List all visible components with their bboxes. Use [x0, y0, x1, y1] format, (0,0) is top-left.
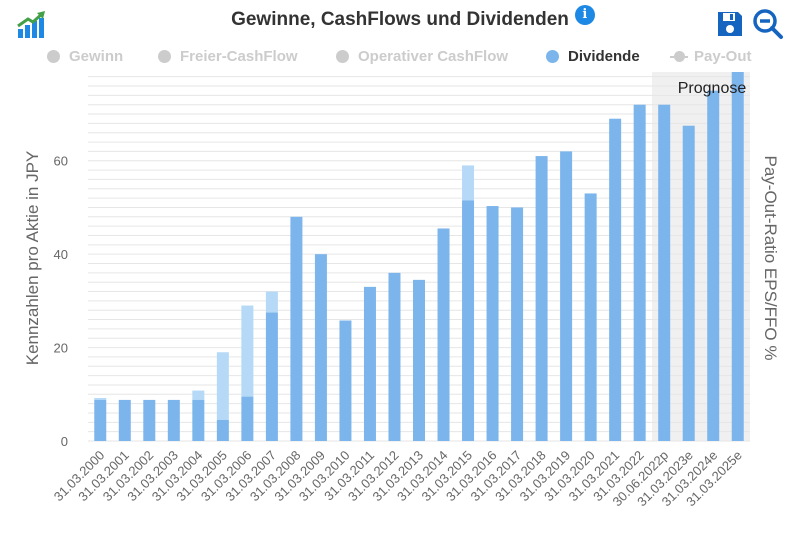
bar-dividende[interactable] — [314, 254, 327, 441]
bar-dividende[interactable] — [290, 216, 303, 441]
bar-dividende[interactable] — [265, 312, 278, 441]
zoom-out-button[interactable] — [752, 8, 784, 40]
bar-dividende[interactable] — [241, 396, 254, 441]
bar-dividende[interactable] — [658, 104, 671, 442]
legend-marker-icon — [546, 50, 559, 63]
bar-dividende[interactable] — [682, 125, 695, 442]
bars — [94, 72, 744, 442]
bar-dividende[interactable] — [339, 320, 352, 441]
legend-label: Pay-Out — [694, 48, 752, 65]
bar-dividende[interactable] — [118, 399, 131, 441]
legend-label: Gewinn — [69, 48, 124, 65]
y-axis-label: Kennzahlen pro Aktie in JPY — [23, 151, 42, 366]
legend-marker-icon — [336, 50, 349, 63]
y-tick-label: 0 — [61, 434, 68, 449]
bar-dividende[interactable] — [363, 286, 376, 441]
bar-dividende[interactable] — [167, 399, 180, 441]
y-tick-label: 60 — [54, 154, 68, 169]
legend-item-gewinn[interactable]: Gewinn — [47, 48, 123, 65]
logo-icon — [16, 10, 48, 40]
legend: Gewinn Freier-CashFlow Operativer CashFl… — [0, 48, 800, 70]
y-axis-ticks: 0 20 40 60 — [54, 154, 68, 449]
legend-item-freier-cashflow[interactable]: Freier-CashFlow — [158, 48, 298, 65]
info-icon[interactable]: i — [574, 5, 595, 25]
bar-dividende[interactable] — [462, 200, 475, 441]
bar-dividende[interactable] — [94, 399, 107, 441]
forecast-label: Prognose — [678, 80, 747, 97]
zoom-out-icon — [753, 9, 783, 39]
floppy-disk-icon — [718, 12, 742, 36]
bar-dividende[interactable] — [560, 151, 573, 441]
bar-segment-extra[interactable] — [216, 352, 229, 420]
legend-item-operativer-cashflow[interactable]: Operativer CashFlow — [336, 48, 508, 65]
y-tick-label: 40 — [54, 247, 68, 262]
bar-segment-extra[interactable] — [192, 390, 205, 400]
legend-marker-icon — [158, 50, 171, 63]
bar-dividende[interactable] — [633, 104, 646, 442]
bar-segment-extra[interactable] — [462, 165, 475, 201]
bar-dividende[interactable] — [609, 118, 622, 441]
bar-dividende[interactable] — [143, 399, 156, 441]
title-text: Gewinne, CashFlows und Dividenden — [231, 9, 569, 30]
bar-segment-extra[interactable] — [265, 291, 278, 313]
legend-item-pay-out[interactable]: Pay-Out — [670, 48, 752, 65]
legend-label: Dividende — [568, 48, 640, 65]
bar-dividende[interactable] — [388, 272, 401, 441]
legend-label: Freier-CashFlow — [180, 48, 298, 65]
bar-segment-extra[interactable] — [94, 398, 107, 400]
legend-item-dividende[interactable]: Dividende — [546, 48, 640, 65]
legend-marker-icon — [47, 50, 60, 63]
bar-dividende[interactable] — [511, 207, 524, 441]
bar-dividende[interactable] — [216, 419, 229, 441]
bar-dividende[interactable] — [437, 228, 450, 441]
bar-dividende[interactable] — [413, 279, 425, 441]
save-button[interactable] — [715, 9, 745, 39]
secondary-y-axis-label: Pay-Out-Ratio EPS/FFO % — [761, 156, 780, 361]
x-axis-ticks: 31.03.200031.03.200131.03.200231.03.2003… — [51, 448, 745, 510]
bar-dividende[interactable] — [731, 72, 744, 441]
bar-dividende[interactable] — [535, 156, 548, 442]
bar-segment-extra[interactable] — [241, 305, 254, 397]
chart-title: Gewinne, CashFlows und Dividenden i — [0, 5, 800, 31]
legend-line-marker-icon — [670, 50, 688, 62]
legend-label: Operativer CashFlow — [358, 48, 509, 65]
y-tick-label: 20 — [54, 341, 68, 356]
bar-dividende[interactable] — [192, 399, 205, 441]
bar-dividende[interactable] — [584, 193, 597, 441]
bar-dividende[interactable] — [486, 206, 499, 441]
bar-dividende[interactable] — [707, 90, 720, 442]
